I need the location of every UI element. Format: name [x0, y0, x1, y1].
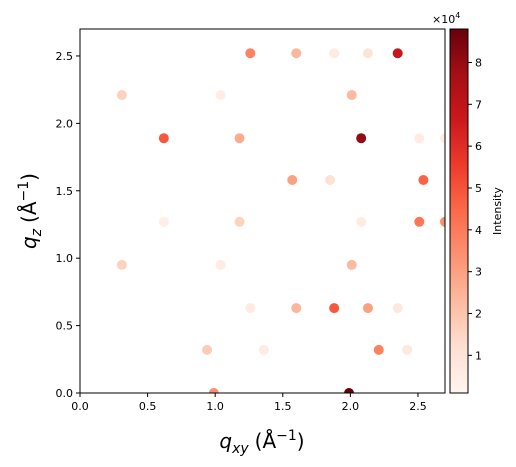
data-point-6: [362, 48, 373, 59]
data-point-15: [418, 174, 429, 185]
plot-frame: [79, 28, 446, 394]
x-axis: 0.0 0.5 1.0 1.5 2.0 2.5: [71, 393, 427, 413]
data-point-23: [346, 259, 357, 270]
data-point-12: [440, 133, 445, 144]
data-point-22: [215, 259, 226, 270]
data-point-16: [158, 216, 169, 227]
data-point-27: [362, 303, 373, 314]
x-axis-label: qxy (Å−1): [219, 428, 304, 457]
data-point-13: [287, 174, 298, 185]
colorbar-tick-label-3: 4: [475, 224, 482, 237]
y-tick-label-4: 2.0: [56, 117, 74, 130]
data-point-32: [402, 344, 413, 355]
y-tick-label-2: 1.0: [56, 252, 74, 265]
data-point-24: [245, 303, 256, 314]
data-point-21: [116, 259, 127, 270]
data-point-31: [373, 344, 384, 355]
data-point-25: [291, 303, 302, 314]
x-tick-label-3: 1.5: [274, 400, 292, 413]
data-point-7: [392, 48, 403, 59]
colorbar-tick-label-7: 8: [475, 56, 482, 69]
data-point-19: [414, 216, 425, 227]
x-tick-label-4: 2.0: [342, 400, 360, 413]
data-point-17: [234, 216, 245, 227]
data-point-0: [116, 90, 127, 101]
data-point-26: [329, 303, 340, 314]
data-point-9: [234, 133, 245, 144]
data-point-14: [325, 174, 336, 185]
colorbar-label: Intensity: [491, 187, 504, 235]
y-tick-label-0: 0.0: [56, 387, 74, 400]
y-tick-label-1: 0.5: [56, 320, 74, 333]
y-tick-label-3: 1.5: [56, 185, 74, 198]
data-point-11: [414, 133, 425, 144]
x-tick-label-1: 0.5: [139, 400, 157, 413]
colorbar-gradient: [449, 28, 469, 394]
colorbar-tick-label-4: 5: [475, 182, 482, 195]
colorbar-tick-label-2: 3: [475, 266, 482, 279]
y-axis: 0.0 0.5 1.0 1.5 2.0 2.5: [56, 50, 80, 400]
colorbar-tick-label-6: 7: [475, 98, 482, 111]
data-point-3: [245, 48, 256, 59]
data-point-28: [392, 303, 403, 314]
x-tick-label-0: 0.0: [71, 400, 89, 413]
data-points: [116, 48, 445, 393]
data-point-8: [158, 133, 169, 144]
data-point-34: [344, 388, 355, 393]
x-tick-label-5: 2.5: [409, 400, 427, 413]
data-point-29: [202, 344, 213, 355]
colorbar-multiplier: ×104: [432, 11, 460, 26]
x-tick-label-2: 1.0: [206, 400, 224, 413]
y-tick-label-5: 2.5: [56, 50, 74, 63]
data-point-1: [215, 90, 226, 101]
data-point-2: [346, 90, 357, 101]
data-point-5: [329, 48, 340, 59]
data-point-30: [258, 344, 269, 355]
data-point-20: [440, 216, 445, 227]
colorbar-tick-label-1: 2: [475, 308, 482, 321]
y-axis-label: qz(Å−1): [16, 173, 45, 249]
colorbar: 1 2 3 4 5 6 7 8 ×104 Intensity: [432, 11, 504, 394]
colorbar-tick-label-0: 1: [475, 349, 482, 362]
data-point-10: [356, 133, 367, 144]
data-point-33: [208, 388, 219, 393]
data-point-18: [356, 216, 367, 227]
data-point-4: [291, 48, 302, 59]
colorbar-ticks: 1 2 3 4 5 6 7 8: [468, 56, 482, 362]
colorbar-tick-label-5: 6: [475, 140, 482, 153]
